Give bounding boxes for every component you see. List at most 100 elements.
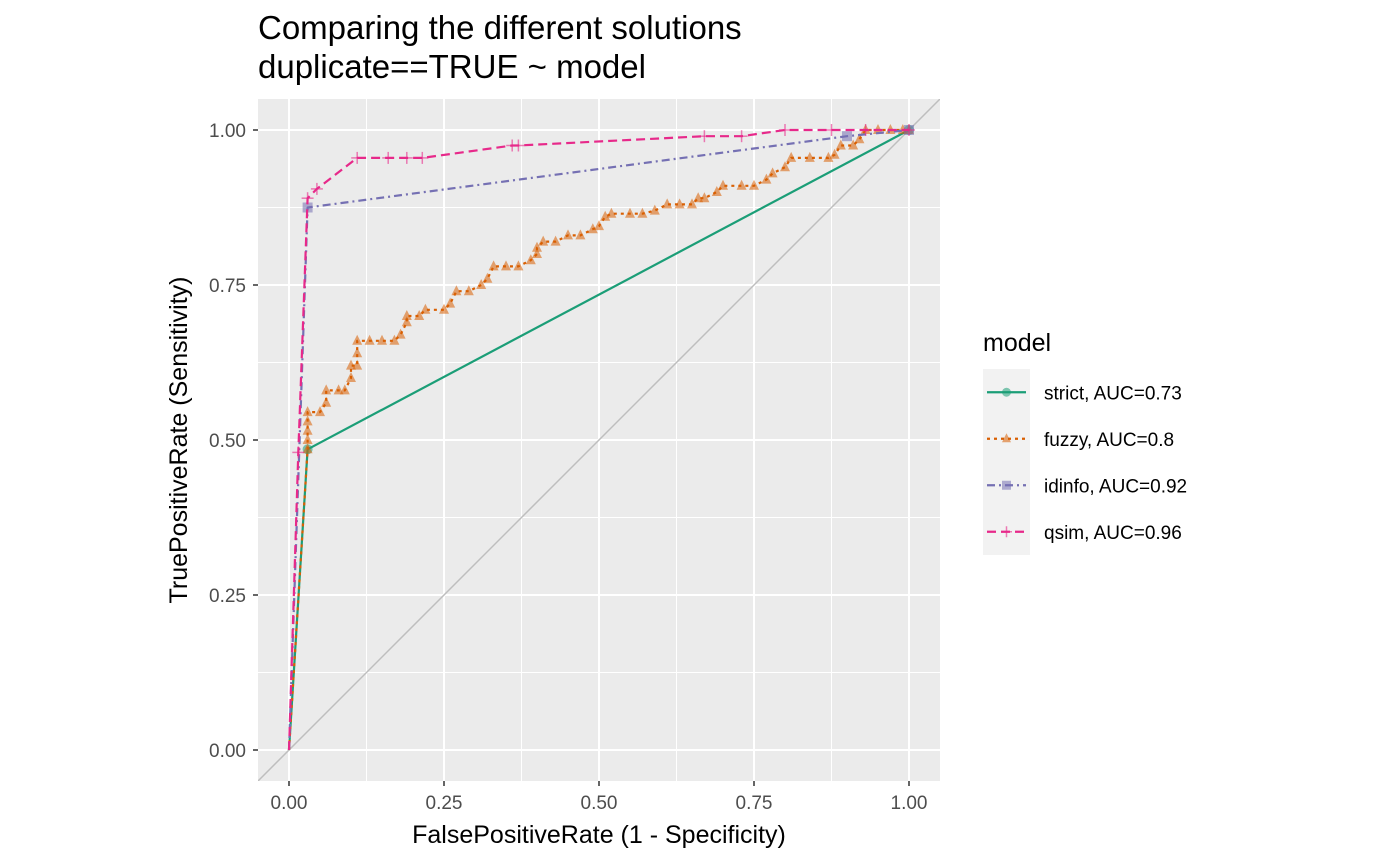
x-tick-label: 0.25 <box>426 793 463 814</box>
series-point <box>625 207 635 218</box>
series-point <box>829 148 840 159</box>
series-point <box>767 167 778 178</box>
y-tick-label: 0.00 <box>209 741 246 762</box>
series-group <box>287 124 915 751</box>
series-point <box>606 207 617 218</box>
x-tick-label: 1.00 <box>891 793 928 814</box>
series-point <box>859 124 872 136</box>
series-point <box>854 133 865 144</box>
legend-key-marker <box>1001 526 1012 538</box>
series-point <box>513 260 524 271</box>
legend-item: idinfo, AUC=0.92 <box>983 462 1187 509</box>
series-point <box>662 198 673 209</box>
series-point <box>779 124 791 136</box>
series-point <box>420 303 431 314</box>
series-point <box>400 151 413 164</box>
series-point <box>735 130 748 143</box>
series-point <box>600 210 611 221</box>
series-point <box>339 384 350 395</box>
y-tick-label: 0.25 <box>209 586 246 607</box>
series-point <box>525 254 536 265</box>
series-point <box>532 241 542 252</box>
series-point <box>842 131 852 142</box>
series-1 <box>287 124 914 751</box>
series-point <box>377 334 387 345</box>
series-point <box>699 192 710 203</box>
legend-label: fuzzy, AUC=0.8 <box>1044 430 1174 451</box>
y-axis-title: TruePositiveRate (Sensitivity) <box>165 277 193 604</box>
series-point <box>321 396 332 407</box>
series-point <box>302 406 313 417</box>
series-point <box>848 139 859 150</box>
series-point <box>825 124 838 136</box>
series-point <box>903 124 915 136</box>
series-point <box>482 272 493 283</box>
series-point <box>823 151 834 162</box>
series-point <box>310 182 323 195</box>
series-point <box>382 151 395 164</box>
series-point <box>476 279 487 289</box>
series-point <box>364 334 375 345</box>
legend-keys: strict, AUC=0.73 fuzzy, AUC=0.8 idinfo, AU… <box>983 369 1187 555</box>
series-point <box>587 223 598 234</box>
series-point <box>674 198 685 209</box>
series-point <box>414 310 425 320</box>
legend-key-marker <box>1002 387 1011 397</box>
series-point <box>594 220 604 231</box>
series-point <box>302 424 313 435</box>
series-point <box>761 173 772 184</box>
series-point <box>346 372 356 382</box>
series-point <box>315 406 325 417</box>
series-point <box>698 130 711 143</box>
series-point <box>512 139 525 152</box>
series-line <box>287 128 909 751</box>
series-point <box>439 303 449 314</box>
legend-label: qsim, AUC=0.96 <box>1044 523 1182 544</box>
chart-title-line-2: duplicate==TRUE ~ model <box>258 48 646 85</box>
series-point <box>563 229 573 240</box>
series-point <box>302 443 313 454</box>
series-point <box>749 179 759 190</box>
series-point <box>501 260 511 271</box>
series-point <box>637 207 648 218</box>
series-point <box>736 179 747 190</box>
series-point <box>321 384 332 395</box>
series-point <box>351 151 364 164</box>
series-point <box>352 347 363 358</box>
reference-diagonal <box>258 99 940 781</box>
legend: model strict, AUC=0.73 fuzzy, AUC=0.8 idin… <box>983 329 1187 555</box>
y-axis-ticks: 0.00 0.25 0.50 0.75 1.00 <box>209 121 258 762</box>
legend-title: model <box>983 329 1051 357</box>
series-point <box>401 310 412 320</box>
x-axis-ticks: 0.00 0.25 0.50 0.75 1.00 <box>271 781 928 814</box>
x-tick-label: 0.50 <box>581 793 618 814</box>
legend-key-marker <box>1002 480 1011 490</box>
series-point <box>718 179 728 190</box>
series-point <box>416 151 429 164</box>
series-point <box>687 198 697 209</box>
series-point <box>463 285 474 296</box>
series-point <box>488 260 499 271</box>
series-point <box>649 204 660 215</box>
series-point <box>532 248 542 258</box>
series-point <box>389 334 400 345</box>
series-point <box>550 235 561 246</box>
series-3 <box>287 124 915 751</box>
series-point <box>302 202 313 213</box>
x-tick-label: 0.75 <box>736 793 773 814</box>
series-point <box>292 446 305 459</box>
series-point <box>301 192 314 205</box>
series-point <box>711 186 722 196</box>
legend-item: fuzzy, AUC=0.8 <box>983 415 1174 462</box>
legend-key-marker <box>1002 433 1011 443</box>
y-tick-label: 0.75 <box>209 276 246 297</box>
plot-area <box>258 99 940 781</box>
series-point <box>302 415 313 426</box>
plot-panel <box>258 99 940 781</box>
series-point <box>538 235 549 246</box>
legend-item: strict, AUC=0.73 <box>983 369 1182 416</box>
legend-label: strict, AUC=0.73 <box>1044 383 1182 404</box>
series-point <box>352 359 363 370</box>
series-point <box>780 161 790 172</box>
